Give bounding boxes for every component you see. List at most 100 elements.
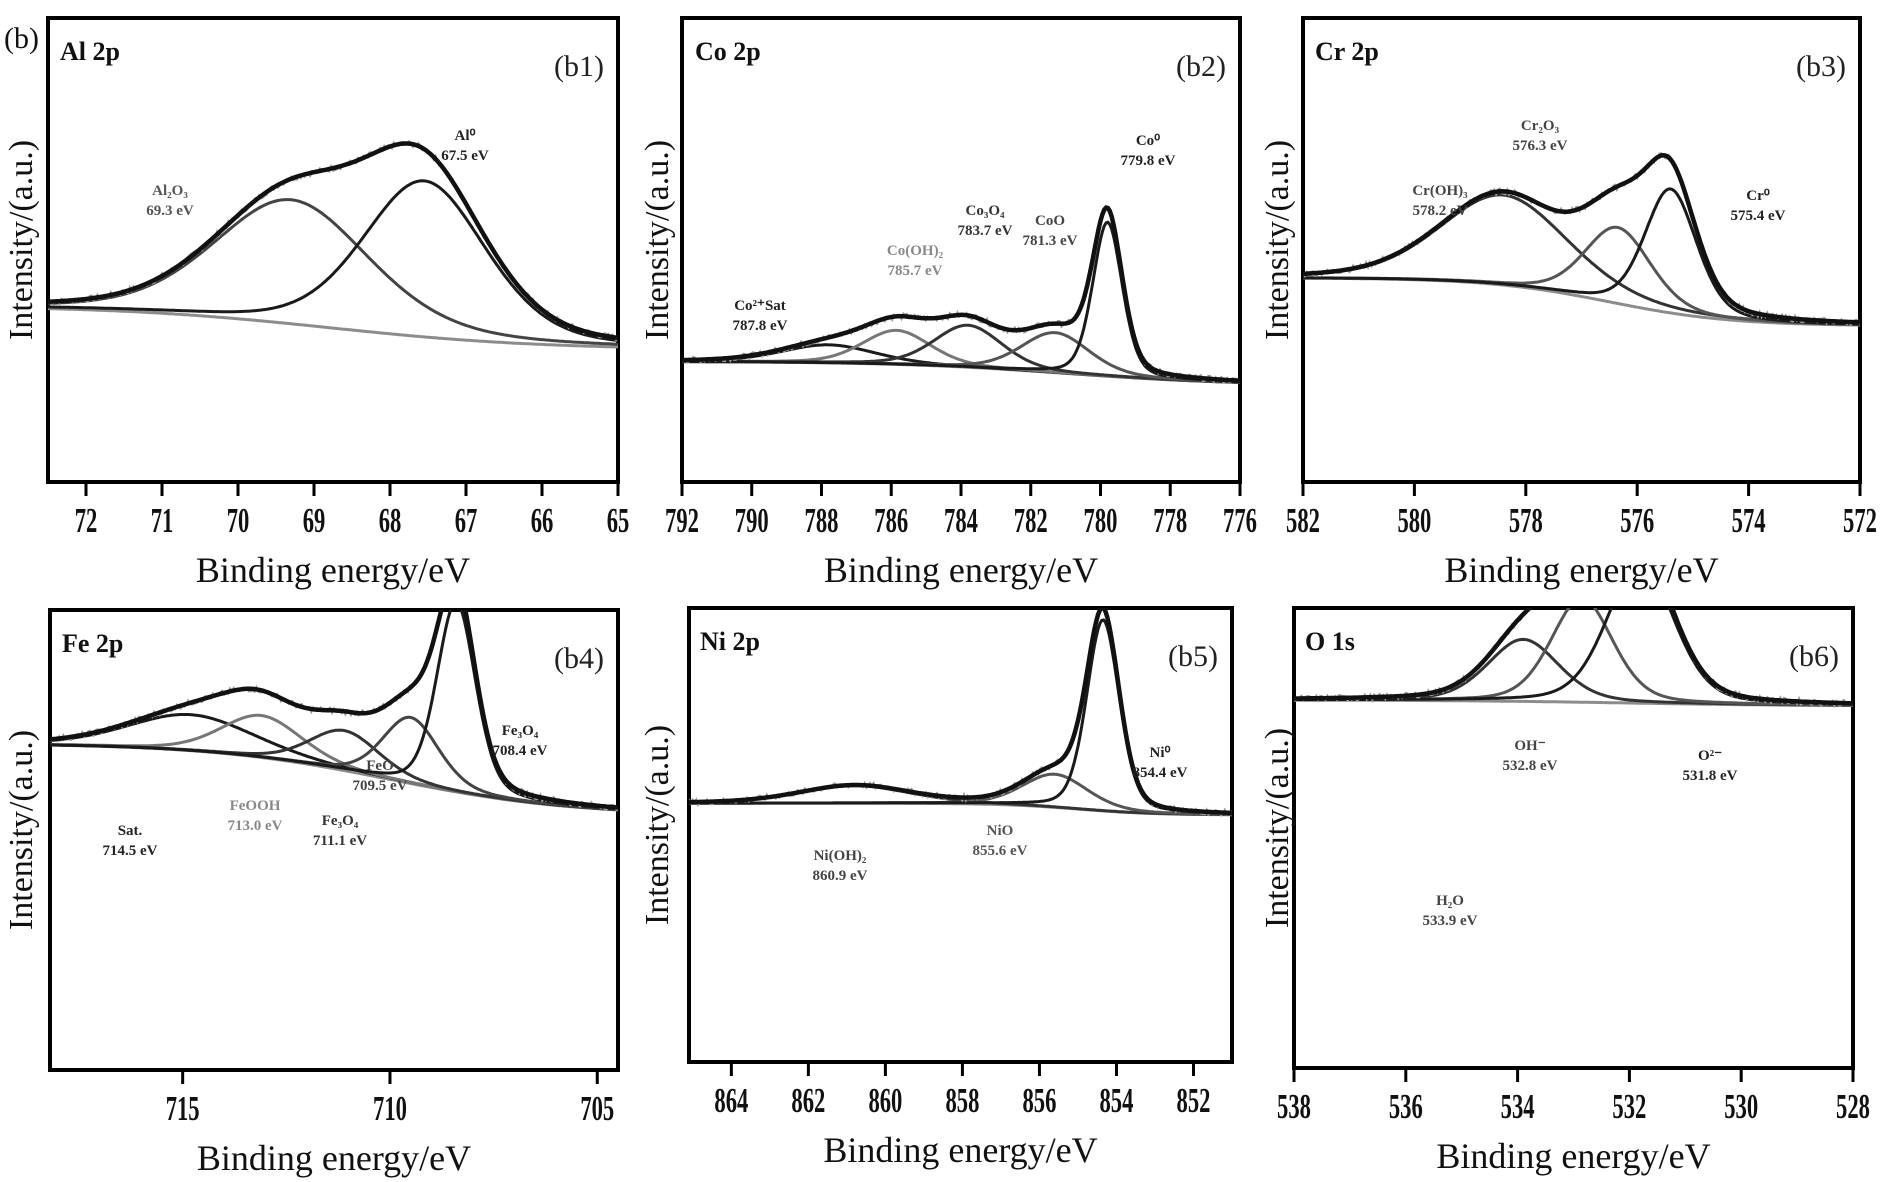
panel-title: Co 2p	[695, 37, 761, 66]
y-axis-label: Intensity/(a.u.)	[639, 140, 676, 340]
panel-title: Fe 2p	[62, 629, 123, 658]
x-tick-label: 532	[1612, 1088, 1646, 1126]
raw-data-line	[50, 610, 618, 812]
peak-energy-label: 714.5 eV	[103, 843, 158, 859]
component-peak-al0	[48, 179, 618, 342]
panel-title: Al 2p	[60, 37, 120, 66]
envelope-fit-line	[48, 141, 618, 341]
background-line	[48, 307, 618, 349]
x-tick-label: 854	[1100, 1082, 1134, 1120]
peak-label-cr2o3: Cr₂O₃	[1521, 118, 1560, 134]
peak-label-co3o4: Co₃O₄	[966, 203, 1005, 219]
envelope-fit-line	[1303, 153, 1860, 325]
envelope-fit-line	[1294, 608, 1853, 706]
panel-id: (b3)	[1796, 50, 1846, 83]
peak-energy-label: 69.3 eV	[146, 203, 194, 219]
peak-label-ni0: Ni⁰	[1149, 745, 1170, 761]
peak-energy-label: 709.5 eV	[353, 778, 408, 794]
component-peak-ni0	[689, 618, 1232, 815]
panel-title: Ni 2p	[700, 627, 760, 656]
peak-energy-label: 711.1 eV	[313, 833, 367, 849]
peak-energy-label: 779.8 eV	[1121, 153, 1176, 169]
x-tick-label: 782	[1014, 502, 1048, 540]
peak-label-al2o3: Al₂O₃	[152, 183, 188, 199]
x-axis-label: Binding energy/eV	[1444, 550, 1718, 590]
x-tick-label: 70	[227, 502, 250, 540]
x-tick-label: 69	[303, 502, 326, 540]
plot-frame	[687, 606, 1234, 1064]
x-tick-label: 710	[373, 1090, 407, 1128]
plot-frame	[46, 16, 620, 484]
x-tick-label: 67	[455, 502, 478, 540]
peak-energy-label: 855.6 eV	[973, 843, 1028, 859]
peak-label-coo: CoO	[1035, 213, 1065, 229]
x-tick-label: 528	[1836, 1088, 1870, 1126]
x-tick-label: 788	[805, 502, 839, 540]
plot-area	[48, 139, 618, 349]
plot-area	[689, 608, 1232, 818]
x-tick-label: 65	[607, 502, 630, 540]
x-tick-label: 705	[580, 1090, 614, 1128]
panel-title: O 1s	[1305, 627, 1355, 656]
raw-data-line	[1294, 608, 1853, 709]
panel-id: (b6)	[1789, 640, 1839, 673]
x-tick-label: 572	[1843, 502, 1877, 540]
x-tick-label: 578	[1509, 502, 1543, 540]
x-tick-label: 715	[166, 1090, 200, 1128]
x-axis-label: Binding energy/eV	[197, 1138, 471, 1178]
plot-area	[50, 610, 618, 812]
raw-data-line	[689, 608, 1232, 818]
x-tick-label: 780	[1084, 502, 1118, 540]
peak-label-co(oh)2: Co(OH)₂	[887, 243, 944, 259]
peak-energy-label: 532.8 eV	[1503, 758, 1558, 774]
plot-frame	[1301, 16, 1862, 484]
peak-energy-label: 785.7 eV	[888, 263, 943, 279]
x-tick-label: 582	[1286, 502, 1320, 540]
peak-label-feo: FeO	[366, 758, 394, 774]
component-peak-cr2o3	[1303, 225, 1860, 326]
x-tick-label: 792	[665, 502, 699, 540]
envelope-fit-line	[682, 205, 1240, 383]
x-tick-label: 68	[379, 502, 402, 540]
peak-label-cr(oh)3: Cr(OH)₃	[1412, 183, 1468, 199]
peak-label-h2o: H₂O	[1436, 893, 1464, 909]
peak-energy-label: 576.3 eV	[1513, 138, 1568, 154]
envelope-fit-line	[50, 610, 618, 810]
x-tick-label: 536	[1389, 1088, 1423, 1126]
x-axis-label: Binding energy/eV	[823, 1130, 1097, 1170]
peak-label-cr0: Cr⁰	[1746, 188, 1770, 204]
peak-label-o2-: O²⁻	[1698, 748, 1722, 764]
xps-panel-2: 792 790 788 786 784 782 780 778 776 Binding energ…	[639, 16, 1257, 590]
x-tick-label: 862	[791, 1082, 825, 1120]
panel-title: Cr 2p	[1315, 37, 1379, 66]
xps-panel-4: 715 710 705 Binding energy/eV Intensity/(a.u…	[3, 608, 620, 1178]
panel-id: (b5)	[1168, 640, 1218, 673]
plot-area	[1294, 608, 1853, 709]
x-tick-label: 864	[714, 1082, 748, 1120]
x-tick-label: 72	[75, 502, 98, 540]
peak-energy-label: 575.4 eV	[1731, 208, 1786, 224]
peak-energy-label: 533.9 eV	[1423, 913, 1478, 929]
peak-label-co0: Co⁰	[1136, 133, 1160, 149]
x-tick-label: 776	[1223, 502, 1257, 540]
peak-label-fe3o4-b: Fe₃O₄	[502, 723, 539, 739]
component-peak-cr0	[1303, 187, 1860, 326]
panel-id: (b1)	[554, 50, 604, 83]
peak-energy-label: 781.3 eV	[1023, 233, 1078, 249]
peak-energy-label: 708.4 eV	[493, 743, 548, 759]
x-tick-label: 784	[944, 502, 978, 540]
y-axis-label: Intensity/(a.u.)	[1259, 728, 1296, 928]
figure-label: (b)	[4, 22, 39, 55]
plot-area	[1303, 152, 1860, 327]
x-tick-label: 576	[1620, 502, 1654, 540]
component-peak-co0	[682, 220, 1240, 384]
peak-energy-label: 783.7 eV	[958, 223, 1013, 239]
peak-energy-label: 854.4 eV	[1133, 765, 1188, 781]
peak-energy-label: 531.8 eV	[1683, 768, 1738, 784]
xps-panel-5: 864 862 860 858 856 854 852 Binding energy/eV In…	[639, 606, 1234, 1170]
peak-label-oh-: OH⁻	[1514, 738, 1545, 754]
component-peak-al2o3	[48, 198, 618, 346]
x-tick-label: 530	[1724, 1088, 1758, 1126]
x-tick-label: 574	[1732, 502, 1766, 540]
